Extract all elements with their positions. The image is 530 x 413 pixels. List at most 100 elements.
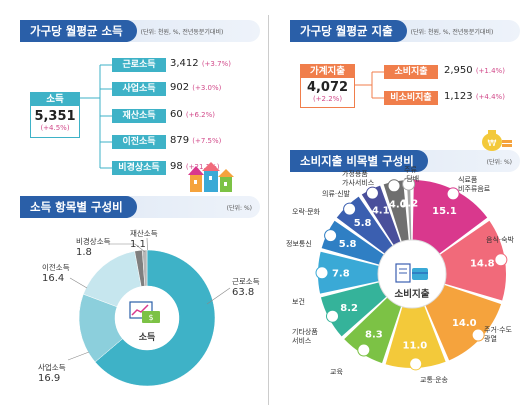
income-total-value: 5,351 <box>34 109 76 124</box>
income-item-label: 근로소득 <box>112 58 166 72</box>
income-slice-value: 63.8 <box>232 287 255 298</box>
income-item-change: (+3.0%) <box>192 84 222 92</box>
income-slice-label: 사업소득 16.9 <box>38 362 66 384</box>
income-item-amount: 902 <box>170 82 193 93</box>
expense-unit: (단위: 천원, %, 전년동분기대비) <box>410 28 494 36</box>
expense-item-amount: 2,950 <box>444 65 476 76</box>
income-slice-category: 근로소득 <box>232 277 260 286</box>
expense-total-box: 가계지출 4,072 (+2.2%) <box>300 64 355 108</box>
income-item-value: 3,412 (+3.7%) <box>170 58 231 69</box>
income-section-title: 가구당 월평균 소득 (단위: 천원, %, 전년동분기대비) <box>20 20 260 42</box>
category-icon <box>409 357 423 371</box>
expense-total-label: 가계지출 <box>301 65 354 78</box>
income-unit: (단위: 천원, %, 전년동분기대비) <box>140 28 224 36</box>
income-total-label: 소득 <box>31 93 79 106</box>
category-icon <box>326 309 340 323</box>
expense-title: 가구당 월평균 지출 <box>290 20 407 42</box>
income-item-amount: 879 <box>170 135 193 146</box>
expense-slice <box>320 282 387 337</box>
expense-category-label: 의류·신발 <box>322 190 350 198</box>
expense-category-label: 주거·수도 광열 <box>484 326 512 343</box>
income-slice-category: 이전소득 <box>42 263 70 272</box>
income-total-change: (+4.5%) <box>40 124 70 132</box>
income-item-change: (+21.1%) <box>185 163 220 171</box>
leader-line <box>146 237 148 251</box>
income-item-value: 879 (+7.5%) <box>170 135 221 146</box>
income-slice-value: 16.9 <box>38 373 61 384</box>
expense-slice-value: 7.8 <box>332 268 350 279</box>
income-item-change: (+7.5%) <box>192 137 222 145</box>
expense-total-change: (+2.2%) <box>312 95 343 103</box>
income-slice-value: 1.1 <box>130 239 146 250</box>
category-icon <box>402 177 416 191</box>
income-item-label: 비경상소득 <box>112 161 166 175</box>
expense-slice <box>412 180 488 254</box>
svg-text:₩: ₩ <box>488 139 497 149</box>
expense-slice <box>317 251 379 294</box>
expense-category-label: 음식·숙박 <box>486 236 514 244</box>
expense-category-label: 교육 <box>330 368 343 376</box>
expense-chart-unit: (단위: %) <box>486 158 512 166</box>
category-icon <box>357 343 371 357</box>
category-icon <box>494 253 508 267</box>
shopping-icon <box>395 263 428 283</box>
expense-slice-value: 5.8 <box>339 239 357 250</box>
income-slice-category: 비경상소득 <box>76 237 111 246</box>
income-title: 가구당 월평균 소득 <box>20 20 137 42</box>
expense-slice-value: 4.0 <box>389 200 407 211</box>
expense-slice <box>321 220 384 265</box>
income-slice-label: 비경상소득 1.8 <box>76 236 111 258</box>
expense-item-change: (+1.4%) <box>475 67 505 75</box>
income-slice-value: 16.4 <box>42 273 65 284</box>
expense-category-label: 가정용품 가사서비스 <box>342 170 375 187</box>
expense-category-label: 주류 ·담배 <box>404 166 420 183</box>
expense-section-title: 가구당 월평균 지출 (단위: 천원, %, 전년동분기대비) <box>290 20 520 42</box>
income-slice-value: 1.8 <box>76 247 92 258</box>
income-item-value: 902 (+3.0%) <box>170 82 221 93</box>
expense-center-label: 소비지출 <box>394 289 430 300</box>
money-bag-icon: ₩ <box>482 130 512 151</box>
income-slice-label: 재산소득 1.1 <box>130 228 158 250</box>
income-slice-label: 근로소득 63.8 <box>232 276 260 298</box>
expense-slice <box>361 185 401 246</box>
expense-item-value: 2,950 (+1.4%) <box>444 65 505 76</box>
income-item-amount: 60 <box>170 109 186 120</box>
expense-slice-value: 11.0 <box>403 341 428 352</box>
leader-line <box>69 277 88 289</box>
income-slice-category: 사업소득 <box>38 363 66 372</box>
income-slice-category: 재산소득 <box>130 229 158 238</box>
income-item-value: 98 (+21.1%) <box>170 161 219 172</box>
income-slice-label: 이전소득 16.4 <box>42 262 70 284</box>
section-divider <box>268 15 269 405</box>
expense-slice <box>440 220 506 301</box>
income-item-change: (+6.2%) <box>185 111 216 119</box>
expense-slice <box>406 180 412 241</box>
category-icon <box>324 229 338 243</box>
expense-item-value: 1,123 (+4.4%) <box>444 91 505 102</box>
expense-slice <box>385 305 446 368</box>
expense-category-label: 오락·문화 <box>292 208 320 216</box>
income-item-change: (+3.7%) <box>201 60 231 68</box>
income-item-label: 재산소득 <box>112 109 166 123</box>
expense-category-label: 정보통신 <box>286 240 312 248</box>
income-total-box: 소득 5,351 (+4.5%) <box>30 92 80 138</box>
expense-slice-value: 8.2 <box>340 303 358 314</box>
expense-item-change: (+4.4%) <box>475 93 505 101</box>
expense-slice <box>425 284 502 361</box>
category-icon <box>471 328 485 342</box>
expense-category-label: 보건 <box>292 298 305 306</box>
money-chart-icon: $ <box>129 301 160 323</box>
income-chart-unit: (단위: %) <box>226 204 252 212</box>
leader-line <box>67 351 90 361</box>
category-icon <box>315 266 329 280</box>
expense-item-label: 소비지출 <box>384 65 438 79</box>
income-item-label: 사업소득 <box>112 82 166 96</box>
leader-line <box>206 287 231 305</box>
expense-slice-value: 14.8 <box>470 258 495 269</box>
expense-slice-value: 14.0 <box>452 318 477 329</box>
expense-category-label: 기타상품 서비스 <box>292 328 318 345</box>
leader-line <box>110 243 146 253</box>
income-chart-title: 소득 항목별 구성비 <box>20 196 137 218</box>
income-composition-title: 소득 항목별 구성비 (단위: %) <box>20 196 260 218</box>
